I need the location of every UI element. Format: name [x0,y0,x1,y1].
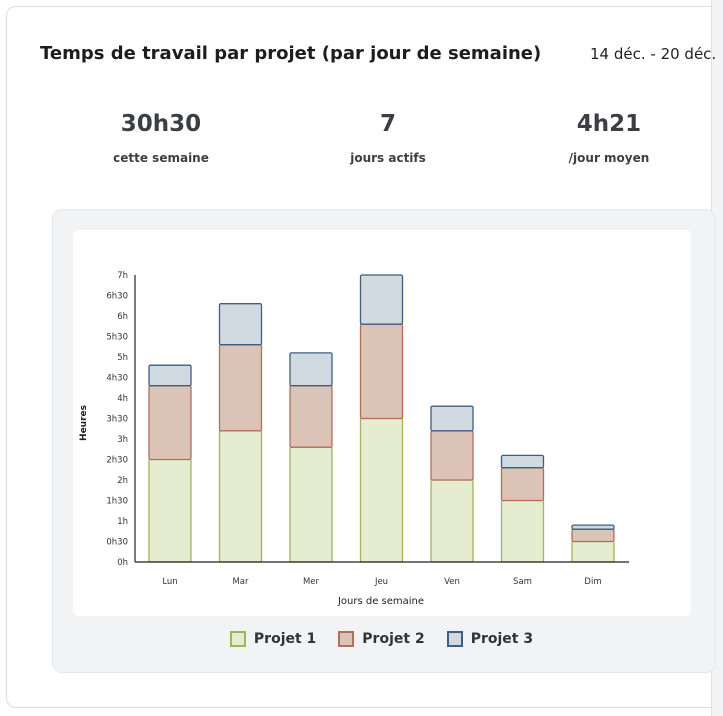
x-tick-label: Sam [513,577,532,587]
bar-mer-projet-3[interactable] [289,352,333,387]
legend-label: Projet 3 [470,631,534,647]
bar-mar-projet-1[interactable] [218,430,263,563]
bar-jeu-projet-2[interactable] [359,323,404,420]
legend-label: Projet 1 [253,631,317,647]
bar-mar-projet-2[interactable] [218,344,263,432]
legend-item-projet-2[interactable]: Projet 2 [338,631,425,647]
y-tick-label: 4h30 [106,374,128,384]
stat-value: 7 [379,111,396,137]
bar-sam-projet-1[interactable] [500,499,545,563]
x-tick-label: Jeu [374,577,388,587]
stat-label: /jour moyen [568,151,650,165]
x-tick-label: Ven [444,577,460,587]
y-tick-label: 4h [117,394,128,404]
bar-ven-projet-2[interactable] [430,430,474,481]
legend-swatch [229,631,246,647]
y-tick-label: 0h [117,558,128,568]
legend-item-projet-3[interactable]: Projet 3 [446,631,534,647]
bar-lun-projet-2[interactable] [148,385,192,461]
bar-ven-projet-3[interactable] [430,405,474,432]
x-tick-label: Dim [584,577,601,587]
chart-legend: Projet 1 Projet 2 Projet 3 [0,631,723,647]
x-tick-label: Mar [232,577,249,587]
y-tick-label: 7h [117,271,128,281]
stat-total-week: 30h30 cette semaine [61,111,261,165]
y-tick-label: 1h [117,517,128,527]
legend-label: Projet 2 [362,631,425,647]
stat-value: 4h21 [576,111,642,137]
y-tick-label: 0h30 [106,538,128,548]
y-axis-label: Heures [79,405,89,441]
date-range: 14 déc. - 20 déc. [590,45,717,63]
bar-jeu-projet-3[interactable] [359,274,404,325]
legend-swatch [338,631,355,647]
stat-label: jours actifs [350,151,426,165]
bar-lun-projet-1[interactable] [148,458,192,563]
y-tick-label: 6h30 [106,292,128,302]
y-tick-label: 6h [117,312,128,322]
y-tick-label: 3h [117,435,128,445]
bar-sam-projet-3[interactable] [500,454,545,469]
y-tick-label: 5h [117,353,128,363]
y-tick-label: 2h30 [106,456,128,466]
bar-mer-projet-2[interactable] [289,385,333,448]
y-tick-label: 5h30 [106,333,128,343]
bar-dim-projet-1[interactable] [571,540,615,563]
bar-ven-projet-1[interactable] [430,479,474,563]
stat-label: cette semaine [113,151,209,165]
y-tick-label: 1h30 [106,497,128,507]
bar-dim-projet-2[interactable] [571,528,615,543]
bar-mar-projet-3[interactable] [218,303,263,346]
legend-swatch [446,631,463,647]
bar-sam-projet-2[interactable] [500,467,545,502]
y-tick-label: 3h30 [106,415,128,425]
bar-mer-projet-1[interactable] [289,446,333,563]
bar-dim-projet-3[interactable] [571,524,615,530]
page-title: Temps de travail par projet (par jour de… [40,43,542,64]
stat-daily-average: 4h21 /jour moyen [509,111,709,165]
x-tick-label: Mer [303,577,320,587]
bar-lun-projet-3[interactable] [148,364,192,387]
x-axis-label: Jours de semaine [337,596,424,607]
stacked-bar-chart: 0h 0h30 1h 1h30 2h 2h30 3h 3h30 4h 4h30 5h 5h30 6h 6h… [79,271,629,607]
y-tick-label: 2h [117,476,128,486]
x-tick-label: Lun [162,577,177,587]
stat-active-days: 7 jours actifs [288,111,488,165]
bar-jeu-projet-1[interactable] [359,417,404,563]
stat-value: 30h30 [120,111,202,137]
legend-item-projet-1[interactable]: Projet 1 [229,631,317,647]
